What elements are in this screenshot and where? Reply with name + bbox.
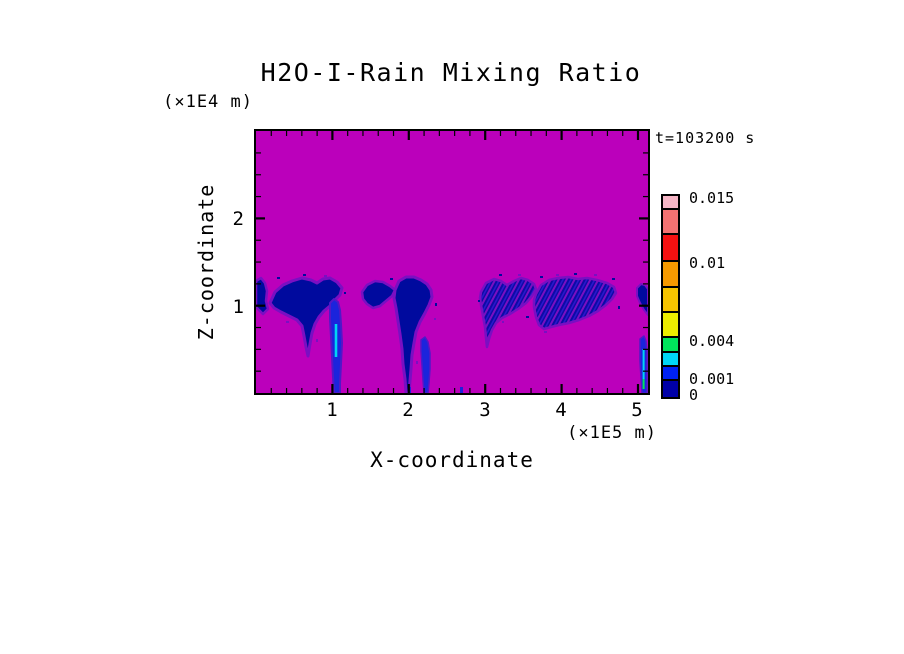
- x-tick-label: 1: [326, 399, 338, 421]
- colorbar-tick-label: 0: [689, 386, 699, 404]
- shaft-core-cyan: [334, 324, 338, 357]
- z-tick-label: 1: [232, 296, 244, 318]
- colorbar-segment: [663, 338, 678, 353]
- z-axis-unit-label: (×1E4 m): [163, 92, 253, 112]
- x-tick-label: 5: [631, 399, 643, 421]
- rain-shaft: [420, 336, 431, 393]
- axis-ticks: [256, 131, 648, 393]
- x-tick-label: 3: [479, 399, 491, 421]
- rain-patch: [392, 275, 434, 393]
- z-tick-label: 2: [232, 208, 244, 230]
- x-axis-title: X-coordinate: [370, 448, 534, 472]
- rain-patch: [268, 276, 344, 358]
- colorbar-tick-label: 0.015: [689, 189, 735, 207]
- rain-patch: [478, 276, 538, 349]
- colorbar-segment: [663, 288, 678, 313]
- colorbar-segment: [663, 353, 678, 367]
- rain-field-svg: [256, 131, 648, 393]
- time-annotation: t=103200 s: [655, 129, 756, 147]
- colorbar-tick-label: 0.004: [689, 332, 735, 350]
- colorbar-segment: [663, 210, 678, 235]
- z-axis-title: Z-coordinate: [194, 183, 218, 341]
- colorbar-segment: [663, 262, 678, 288]
- shaft-core-green: [642, 379, 645, 389]
- chart-title: H2O-I-Rain Mixing Ratio: [260, 58, 642, 87]
- rain-patch: [636, 283, 648, 316]
- shaft-core-cyan: [642, 349, 645, 379]
- rain-patch: [360, 279, 397, 310]
- colorbar-segment: [663, 313, 678, 338]
- x-tick-label: 4: [555, 399, 567, 421]
- x-axis-unit-label: (×1E5 m): [567, 423, 657, 443]
- colorbar-segment: [663, 235, 678, 262]
- rain-patches: [256, 273, 648, 393]
- colorbar: [661, 194, 680, 399]
- colorbar-segment: [663, 196, 678, 210]
- rain-patch: [532, 275, 618, 331]
- colorbar-tick-label: 0.01: [689, 254, 726, 272]
- x-tick-label: 2: [402, 399, 414, 421]
- colorbar-segment: [663, 367, 678, 381]
- plot-area: [254, 129, 650, 395]
- colorbar-tick-label: 0.001: [689, 370, 735, 388]
- colorbar-segment: [663, 381, 678, 397]
